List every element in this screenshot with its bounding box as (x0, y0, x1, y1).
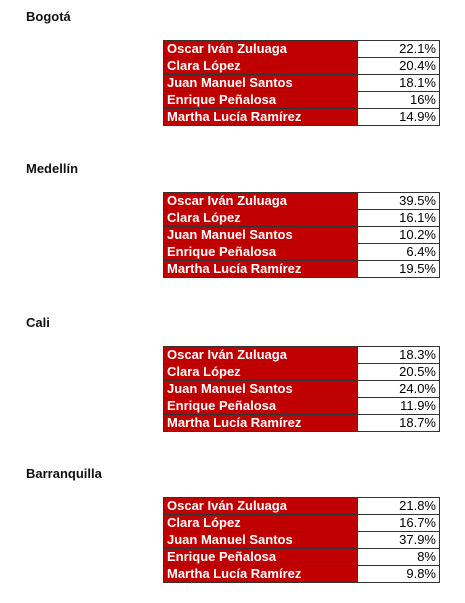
candidate-name: Martha Lucía Ramírez (163, 565, 358, 583)
vote-percent: 6.4% (357, 243, 440, 261)
table-row: Clara López 16.7% (163, 514, 440, 532)
table-row: Clara López 16.1% (163, 209, 440, 227)
candidate-name: Juan Manuel Santos (163, 380, 358, 398)
vote-percent: 22.1% (357, 40, 440, 58)
vote-percent: 18.1% (357, 74, 440, 92)
table-row: Clara López 20.4% (163, 57, 440, 75)
vote-percent: 18.7% (357, 414, 440, 432)
table-row: Oscar Iván Zuluaga 21.8% (163, 497, 440, 515)
table-row: Enrique Peñalosa 11.9% (163, 397, 440, 415)
candidate-name: Oscar Iván Zuluaga (163, 40, 358, 58)
results-table: Oscar Iván Zuluaga 39.5% Clara López 16.1%… (163, 192, 440, 278)
vote-percent: 37.9% (357, 531, 440, 549)
vote-percent: 24.0% (357, 380, 440, 398)
vote-percent: 16% (357, 91, 440, 109)
vote-percent: 21.8% (357, 497, 440, 515)
results-table: Oscar Iván Zuluaga 18.3% Clara López 20.5%… (163, 346, 440, 432)
table-row: Juan Manuel Santos 37.9% (163, 531, 440, 549)
candidate-name: Martha Lucía Ramírez (163, 260, 358, 278)
candidate-name: Juan Manuel Santos (163, 74, 358, 92)
table-row: Juan Manuel Santos 24.0% (163, 380, 440, 398)
candidate-name: Clara López (163, 57, 358, 75)
candidate-name: Enrique Peñalosa (163, 91, 358, 109)
city-heading: Cali (26, 315, 50, 330)
table-row: Oscar Iván Zuluaga 22.1% (163, 40, 440, 58)
candidate-name: Clara López (163, 363, 358, 381)
table-row: Martha Lucía Ramírez 9.8% (163, 565, 440, 583)
candidate-name: Enrique Peñalosa (163, 548, 358, 566)
vote-percent: 20.4% (357, 57, 440, 75)
results-table: Oscar Iván Zuluaga 21.8% Clara López 16.7%… (163, 497, 440, 583)
candidate-name: Oscar Iván Zuluaga (163, 346, 358, 364)
vote-percent: 19.5% (357, 260, 440, 278)
candidate-name: Martha Lucía Ramírez (163, 108, 358, 126)
candidate-name: Juan Manuel Santos (163, 226, 358, 244)
candidate-name: Oscar Iván Zuluaga (163, 192, 358, 210)
table-row: Enrique Peñalosa 16% (163, 91, 440, 109)
table-row: Martha Lucía Ramírez 18.7% (163, 414, 440, 432)
results-table: Oscar Iván Zuluaga 22.1% Clara López 20.4%… (163, 40, 440, 126)
vote-percent: 10.2% (357, 226, 440, 244)
candidate-name: Oscar Iván Zuluaga (163, 497, 358, 515)
table-row: Oscar Iván Zuluaga 18.3% (163, 346, 440, 364)
table-row: Juan Manuel Santos 10.2% (163, 226, 440, 244)
vote-percent: 11.9% (357, 397, 440, 415)
city-heading: Bogotá (26, 9, 71, 24)
candidate-name: Enrique Peñalosa (163, 243, 358, 261)
table-row: Oscar Iván Zuluaga 39.5% (163, 192, 440, 210)
candidate-name: Clara López (163, 514, 358, 532)
table-row: Juan Manuel Santos 18.1% (163, 74, 440, 92)
vote-percent: 20.5% (357, 363, 440, 381)
vote-percent: 16.1% (357, 209, 440, 227)
vote-percent: 16.7% (357, 514, 440, 532)
vote-percent: 9.8% (357, 565, 440, 583)
vote-percent: 18.3% (357, 346, 440, 364)
candidate-name: Clara López (163, 209, 358, 227)
vote-percent: 39.5% (357, 192, 440, 210)
vote-percent: 14.9% (357, 108, 440, 126)
table-row: Martha Lucía Ramírez 19.5% (163, 260, 440, 278)
candidate-name: Enrique Peñalosa (163, 397, 358, 415)
candidate-name: Juan Manuel Santos (163, 531, 358, 549)
table-row: Martha Lucía Ramírez 14.9% (163, 108, 440, 126)
city-heading: Barranquilla (26, 466, 102, 481)
city-heading: Medellín (26, 161, 79, 176)
table-row: Clara López 20.5% (163, 363, 440, 381)
candidate-name: Martha Lucía Ramírez (163, 414, 358, 432)
table-row: Enrique Peñalosa 6.4% (163, 243, 440, 261)
table-row: Enrique Peñalosa 8% (163, 548, 440, 566)
vote-percent: 8% (357, 548, 440, 566)
